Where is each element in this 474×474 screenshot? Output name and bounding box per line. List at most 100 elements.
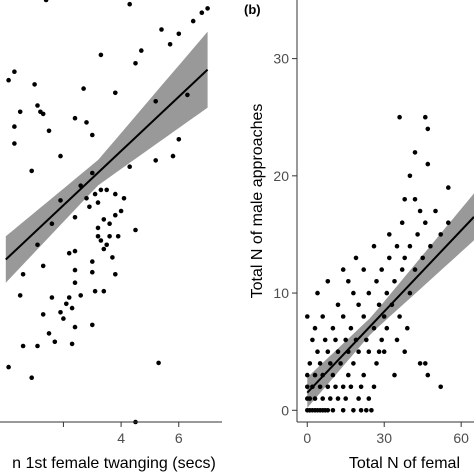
data-point (399, 267, 405, 272)
data-point (40, 111, 46, 117)
data-point (407, 173, 413, 179)
data-point (333, 384, 338, 390)
data-point (6, 364, 11, 370)
data-point (425, 372, 431, 378)
panel-label: (b) (244, 2, 261, 17)
data-point (49, 295, 55, 300)
data-point (87, 204, 92, 210)
data-point (361, 314, 367, 319)
data-point (61, 316, 66, 321)
data-point (423, 361, 428, 366)
data-point (92, 191, 98, 197)
data-point (12, 124, 17, 129)
data-point (394, 337, 400, 343)
data-point (58, 310, 63, 315)
data-point (312, 396, 318, 401)
data-point (361, 372, 367, 378)
data-point (307, 396, 313, 401)
data-point (351, 408, 356, 413)
data-point (12, 69, 17, 74)
data-point (127, 164, 132, 169)
data-point (338, 361, 343, 366)
data-point (364, 408, 369, 413)
data-point (376, 302, 382, 308)
data-point (340, 267, 346, 272)
data-point (371, 384, 377, 390)
data-point (305, 372, 310, 378)
data-point (115, 234, 121, 239)
x-tick-label: 30 (376, 430, 392, 446)
data-point (364, 337, 369, 343)
data-point (66, 295, 72, 300)
data-point (72, 215, 78, 220)
data-point (121, 196, 127, 201)
data-point (52, 339, 58, 345)
data-point (43, 0, 49, 3)
data-point (98, 187, 104, 193)
data-point (330, 408, 336, 413)
data-point (402, 197, 408, 202)
data-point (335, 349, 341, 355)
data-point (320, 314, 326, 319)
data-point (78, 293, 83, 298)
data-point (69, 341, 75, 347)
data-point (358, 408, 364, 413)
data-point (412, 197, 418, 202)
data-point (199, 10, 205, 15)
data-point (104, 187, 109, 193)
data-point (335, 396, 341, 401)
data-point (153, 99, 158, 104)
data-point (320, 396, 326, 401)
data-point (190, 18, 196, 24)
data-point (330, 325, 336, 331)
data-point (415, 232, 420, 237)
data-point (17, 293, 23, 298)
data-point (101, 217, 107, 222)
x-tick-label: 60 (453, 430, 469, 446)
data-point (69, 305, 75, 311)
data-point (348, 325, 354, 331)
data-point (402, 255, 408, 261)
data-point (12, 141, 17, 146)
regression-line (306, 216, 474, 394)
data-point (325, 384, 331, 390)
data-point (133, 227, 138, 233)
data-point (322, 337, 328, 343)
data-point (29, 375, 34, 381)
data-point (446, 185, 451, 190)
data-point (343, 337, 349, 343)
data-point (156, 360, 161, 366)
y-tick-label: 30 (273, 51, 289, 67)
data-point (72, 324, 78, 330)
data-point (371, 325, 377, 331)
data-point (176, 137, 182, 142)
data-point (58, 153, 63, 159)
y-axis-title: Total N of male approaches (249, 104, 266, 299)
data-point (107, 234, 112, 239)
data-point (333, 337, 338, 343)
data-point (384, 290, 390, 296)
data-point (379, 337, 385, 343)
data-point (315, 290, 320, 296)
data-point (353, 255, 359, 261)
data-point (159, 27, 164, 32)
data-point (153, 158, 158, 163)
data-point (346, 279, 351, 284)
data-point (369, 408, 374, 413)
data-point (139, 48, 144, 53)
x-tick-label: 6 (175, 430, 183, 446)
data-point (394, 243, 400, 249)
data-point (17, 109, 23, 115)
data-point (317, 361, 323, 366)
data-point (98, 238, 104, 243)
data-point (325, 279, 331, 284)
data-point (356, 349, 361, 355)
x-axis-title: n 1st female twanging (secs) (12, 455, 216, 472)
data-point (317, 384, 323, 390)
data-point (399, 220, 405, 225)
data-point (90, 132, 95, 138)
data-point (425, 161, 431, 167)
data-point (417, 208, 423, 214)
data-point (205, 6, 210, 11)
